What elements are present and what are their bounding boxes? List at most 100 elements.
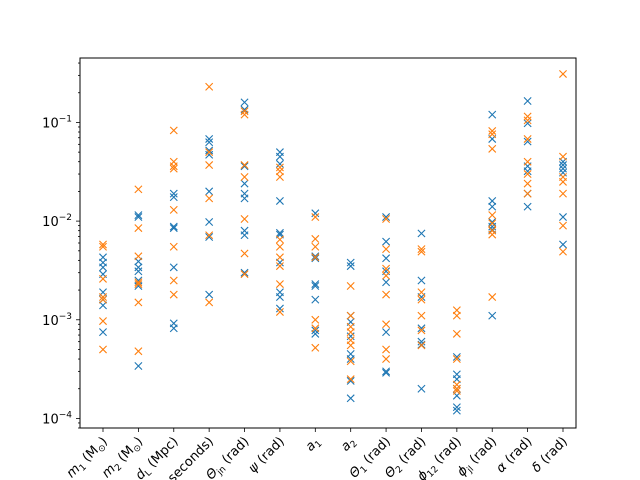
x-marker bbox=[169, 263, 178, 272]
marker-series1 bbox=[346, 262, 355, 271]
marker-series1 bbox=[559, 164, 567, 173]
x-marker bbox=[134, 267, 143, 276]
x-marker bbox=[523, 116, 532, 125]
x-marker bbox=[382, 320, 391, 329]
marker-series2 bbox=[417, 326, 426, 335]
x-marker bbox=[134, 282, 143, 290]
marker-series1 bbox=[417, 324, 426, 333]
marker-series1 bbox=[134, 267, 143, 276]
x-marker bbox=[99, 242, 107, 251]
x-marker bbox=[382, 367, 391, 376]
x-marker bbox=[311, 242, 320, 251]
x-marker bbox=[275, 235, 284, 244]
marker-series2 bbox=[346, 311, 355, 320]
marker-series1 bbox=[311, 209, 320, 218]
marker-series2 bbox=[240, 161, 249, 170]
x-marker bbox=[311, 282, 320, 290]
marker-series2 bbox=[382, 215, 391, 224]
marker-series1 bbox=[205, 290, 214, 299]
marker-series1 bbox=[488, 311, 497, 320]
marker-series2 bbox=[205, 231, 214, 240]
marker-series2 bbox=[559, 152, 567, 161]
x-marker bbox=[346, 341, 355, 350]
x-marker bbox=[488, 311, 497, 320]
marker-series1 bbox=[169, 193, 178, 202]
x-marker bbox=[99, 301, 107, 310]
x-marker bbox=[559, 189, 567, 198]
marker-series1 bbox=[452, 403, 461, 412]
marker-series1 bbox=[205, 187, 214, 196]
x-marker bbox=[417, 311, 426, 320]
marker-series2 bbox=[559, 177, 567, 186]
x-marker bbox=[417, 247, 426, 256]
x-marker bbox=[346, 311, 355, 320]
x-marker bbox=[205, 187, 214, 196]
marker-series1 bbox=[382, 213, 391, 222]
marker-series2 bbox=[275, 242, 284, 251]
x-marker bbox=[134, 213, 143, 222]
marker-series1 bbox=[523, 137, 532, 146]
x-marker bbox=[417, 337, 426, 346]
x-marker bbox=[240, 110, 249, 119]
marker-series1 bbox=[559, 213, 567, 222]
x-marker bbox=[134, 224, 143, 233]
marker-series2 bbox=[134, 298, 143, 307]
marker-series1 bbox=[169, 324, 178, 333]
marker-series2 bbox=[240, 107, 249, 116]
marker-series1 bbox=[205, 217, 214, 226]
marker-series1 bbox=[523, 167, 532, 176]
x-marker bbox=[240, 161, 249, 170]
x-marker bbox=[169, 164, 178, 173]
x-marker bbox=[134, 263, 143, 272]
marker-series2 bbox=[205, 82, 214, 91]
x-marker bbox=[559, 161, 567, 170]
marker-series2 bbox=[417, 288, 426, 297]
marker-series2 bbox=[559, 221, 567, 230]
x-marker bbox=[240, 194, 249, 203]
x-marker bbox=[99, 240, 107, 249]
marker-series2 bbox=[275, 235, 284, 244]
x-marker bbox=[134, 185, 143, 194]
x-marker bbox=[382, 355, 391, 364]
x-marker bbox=[275, 304, 284, 313]
x-marker bbox=[559, 69, 567, 78]
x-marker bbox=[134, 278, 143, 287]
x-marker bbox=[346, 262, 355, 271]
marker-series1 bbox=[240, 194, 249, 203]
marker-series1 bbox=[205, 134, 214, 143]
x-marker bbox=[523, 97, 532, 105]
x-marker bbox=[417, 324, 426, 333]
y-tick-label: 10−1 bbox=[42, 114, 72, 131]
marker-series2 bbox=[417, 295, 426, 304]
marker-series2 bbox=[559, 69, 567, 78]
x-marker bbox=[275, 159, 284, 168]
x-marker bbox=[275, 253, 284, 262]
marker-series2 bbox=[488, 219, 497, 228]
marker-series1 bbox=[275, 152, 284, 161]
marker-series2 bbox=[169, 126, 178, 135]
x-marker bbox=[169, 205, 178, 214]
marker-series1 bbox=[382, 367, 391, 376]
marker-series2 bbox=[275, 167, 284, 176]
marker-series2 bbox=[205, 161, 214, 170]
marker-series1 bbox=[417, 384, 426, 393]
marker-series2 bbox=[488, 211, 497, 220]
x-marker bbox=[382, 290, 391, 299]
x-marker bbox=[382, 245, 391, 254]
x-marker bbox=[382, 254, 391, 263]
x-marker bbox=[452, 352, 461, 361]
x-marker bbox=[275, 152, 284, 161]
marker-series1 bbox=[169, 222, 178, 231]
marker-series2 bbox=[523, 189, 532, 198]
marker-series2 bbox=[452, 386, 461, 395]
marker-series2 bbox=[523, 170, 532, 179]
x-marker bbox=[346, 282, 355, 290]
x-marker bbox=[134, 347, 143, 356]
x-tick-label: m1 (M⊙) bbox=[64, 434, 112, 480]
marker-series2 bbox=[99, 274, 107, 283]
x-marker bbox=[311, 295, 320, 304]
marker-series1 bbox=[382, 328, 391, 337]
marker-series2 bbox=[523, 157, 532, 166]
x-marker bbox=[346, 328, 355, 337]
